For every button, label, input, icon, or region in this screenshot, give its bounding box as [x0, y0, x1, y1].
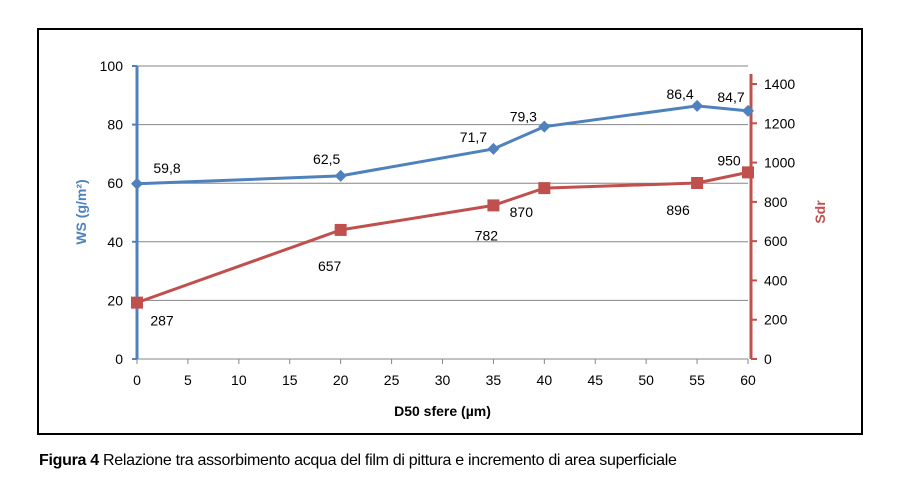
x-tick-label: 35: [486, 372, 502, 388]
y-left-tick-label: 40: [107, 234, 123, 250]
data-label: 84,7: [717, 89, 744, 105]
data-point-square: [742, 166, 754, 179]
x-tick-label: 55: [689, 372, 705, 388]
y-right-tick-label: 1000: [764, 155, 795, 171]
data-point-square: [691, 177, 704, 189]
data-label: 62,5: [313, 151, 340, 167]
y-left-axis-label: WS (g/m²): [73, 179, 89, 244]
data-point-diamond: [131, 177, 143, 190]
y-right-tick-label: 400: [764, 272, 788, 288]
data-point-diamond: [334, 169, 347, 182]
data-label: 59,8: [153, 160, 180, 176]
data-label: 657: [318, 258, 342, 274]
caption-label: Figura 4: [39, 452, 99, 469]
y-right-axis-label: Sdr: [812, 200, 828, 224]
data-label: 950: [717, 152, 741, 168]
x-tick-label: 15: [282, 372, 298, 388]
data-label: 79,3: [510, 109, 537, 125]
y-right-tick-label: 200: [764, 312, 788, 328]
data-label: 782: [475, 227, 499, 243]
data-label: 870: [510, 204, 534, 220]
x-axis-label: D50 sfere (µm): [394, 403, 491, 419]
x-tick-label: 60: [740, 372, 756, 388]
data-point-square: [334, 223, 347, 236]
x-tick-label: 0: [133, 372, 141, 388]
data-label: 287: [150, 313, 174, 329]
x-tick-label: 10: [231, 372, 247, 388]
x-tick-label: 50: [638, 372, 654, 388]
y-left-tick-label: 100: [100, 58, 124, 74]
x-tick-label: 45: [587, 372, 603, 388]
series-line-right: [136, 170, 749, 305]
y-right-tick-label: 1200: [764, 115, 795, 131]
data-point-diamond: [487, 142, 500, 155]
y-right-tick-label: 1400: [764, 76, 795, 92]
data-point-square: [131, 296, 143, 309]
x-tick-label: 40: [537, 372, 553, 388]
data-point-diamond: [691, 99, 704, 112]
x-tick-label: 30: [435, 372, 451, 388]
x-tick-label: 5: [184, 372, 192, 388]
series-line-left: [136, 104, 749, 186]
y-left-tick-label: 60: [107, 175, 123, 191]
x-tick-label: 25: [384, 372, 400, 388]
data-point-square: [487, 199, 500, 212]
y-right-tick-label: 600: [764, 233, 788, 249]
figure-caption: Figura 4 Relazione tra assorbimento acqu…: [39, 452, 677, 470]
data-label: 86,4: [666, 86, 693, 102]
x-tick-label: 20: [333, 372, 349, 388]
caption-text: Relazione tra assorbimento acqua del fil…: [98, 452, 677, 469]
y-right-tick-label: 800: [764, 194, 788, 210]
data-label: 71,7: [460, 129, 487, 145]
chart-frame: [37, 28, 863, 435]
data-point-diamond: [742, 104, 754, 117]
data-label: 896: [666, 202, 690, 218]
y-left-tick-label: 0: [115, 351, 123, 367]
y-left-tick-label: 80: [107, 117, 123, 133]
data-point-square: [538, 182, 551, 195]
y-right-tick-label: 0: [764, 351, 772, 367]
data-point-diamond: [538, 120, 551, 133]
y-left-tick-label: 20: [107, 292, 123, 308]
